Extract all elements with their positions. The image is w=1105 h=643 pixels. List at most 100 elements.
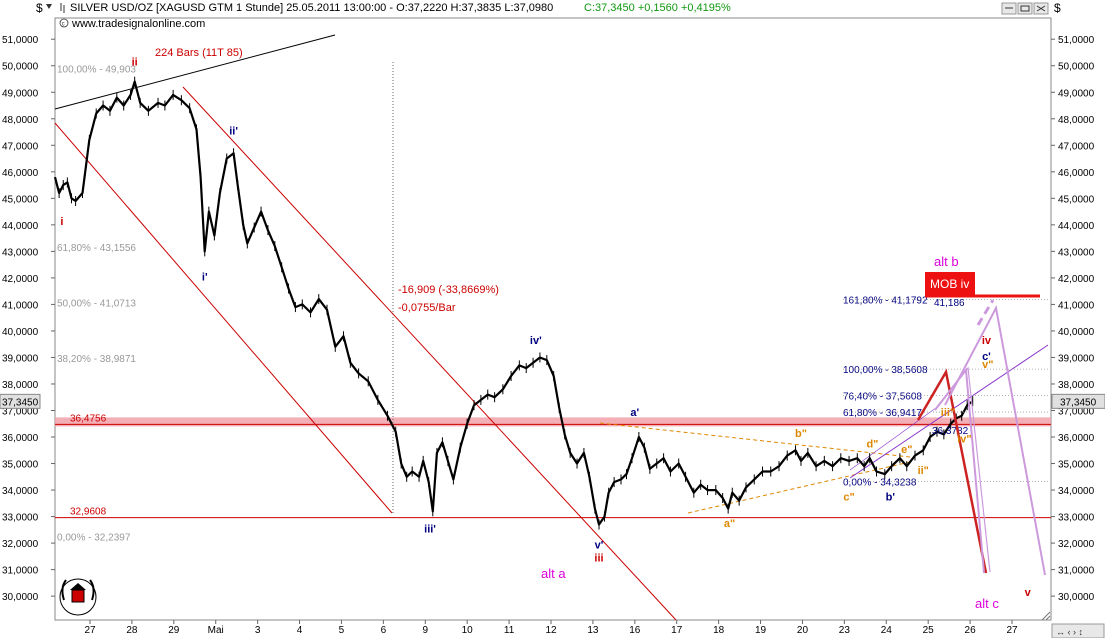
x-tick-label: 27 xyxy=(1006,625,1018,636)
price-series xyxy=(53,76,974,530)
dropdown-icon[interactable] xyxy=(46,4,52,9)
target-label: 36,3782 xyxy=(932,426,969,437)
x-tick-label: 16 xyxy=(629,625,641,636)
laurel-logo-icon xyxy=(59,578,97,616)
y-tick-label-left: 31,0000 xyxy=(2,566,39,577)
y-tick-label-right: 35,0000 xyxy=(1058,460,1095,471)
header-series-icon xyxy=(60,3,65,13)
violet-trendline xyxy=(849,344,1049,479)
y-tick-label-right: 46,0000 xyxy=(1058,168,1095,179)
svg-text:↔ ‹ › ↕: ↔ ‹ › ↕ xyxy=(1056,627,1083,637)
x-tick-label: 12 xyxy=(545,625,557,636)
x-tick-label: 27 xyxy=(84,625,96,636)
x-tick-label: 13 xyxy=(587,625,599,636)
y-tick-label-right: 47,0000 xyxy=(1058,141,1095,152)
channel-upper-line xyxy=(182,86,677,621)
fib-right-label: 100,00% - 38,5608 xyxy=(843,365,928,376)
x-tick-label: 19 xyxy=(755,625,767,636)
scroll-controls[interactable]: ↔ ‹ › ↕ xyxy=(1051,623,1105,639)
y-tick-label-right: 45,0000 xyxy=(1058,194,1095,205)
fib-left-label: 50,00% - 41,0713 xyxy=(57,299,136,310)
y-tick-label-right: 41,0000 xyxy=(1058,300,1095,311)
x-tick-label: 6 xyxy=(381,625,387,636)
copyright-icon: c xyxy=(59,18,69,28)
wave-label: d" xyxy=(866,439,878,451)
window-controls[interactable] xyxy=(1001,2,1049,15)
y-tick-label-right: 31,0000 xyxy=(1058,566,1095,577)
red-projection xyxy=(916,368,988,574)
wave-label: ii' xyxy=(229,126,238,138)
change-annotation: -16,909 (-33,8669%) xyxy=(398,284,499,296)
y-tick-label-right: 30,0000 xyxy=(1058,592,1095,603)
dollar-left: $ xyxy=(36,1,43,15)
wave-label: c' xyxy=(982,351,991,363)
x-tick-label: 20 xyxy=(797,625,809,636)
fib-right-label: 61,80% - 36,9417 xyxy=(843,408,922,419)
wave-label: iv' xyxy=(530,335,542,347)
svg-text:37,3450: 37,3450 xyxy=(1060,397,1097,408)
x-tick-label: 18 xyxy=(713,625,725,636)
fib-right-label: 0,00% - 34,3238 xyxy=(843,477,917,488)
y-tick-label-left: 33,0000 xyxy=(2,513,39,524)
y-axis-right: 51,0000 50,0000 49,0000 48,0000 47,0000 46,00… xyxy=(1051,35,1095,603)
x-axis: 27 28 29 Mai 3 4 5 6 9 10 11 12 13 16 17 18 19 20 23 24 25 26… xyxy=(84,620,1018,636)
dollar-right: $ xyxy=(1054,1,1061,15)
y-tick-label-left: 46,0000 xyxy=(2,168,39,179)
y-tick-label-right: 37,0000 xyxy=(1058,406,1095,417)
y-tick-label-right: 51,0000 xyxy=(1058,35,1095,46)
y-tick-label-left: 39,0000 xyxy=(2,353,39,364)
x-tick-label: 28 xyxy=(126,625,138,636)
channel-lower-line xyxy=(54,122,393,514)
y-tick-label-right: 39,0000 xyxy=(1058,353,1095,364)
wave-label: iv xyxy=(982,335,992,347)
x-tick-label: 4 xyxy=(297,625,303,636)
wave-label: iv" xyxy=(957,433,971,445)
y-tick-label-right: 42,0000 xyxy=(1058,274,1095,285)
upper-trendline xyxy=(54,34,336,110)
y-axis-left: 51,0000 50,0000 49,0000 48,0000 47,0000 46,00… xyxy=(2,35,55,603)
plot-frame xyxy=(54,17,1052,621)
y-tick-label-right: 38,0000 xyxy=(1058,380,1095,391)
y-tick-label-left: 36,0000 xyxy=(2,433,39,444)
wave-label: ii xyxy=(132,57,138,69)
y-tick-label-right: 34,0000 xyxy=(1058,486,1095,497)
website-label: www.tradesignalonline.com xyxy=(71,18,205,30)
resize-grip-icon[interactable] xyxy=(1041,611,1051,621)
y-tick-label-right: 40,0000 xyxy=(1058,327,1095,338)
y-tick-label-left: 30,0000 xyxy=(2,592,39,603)
current-price-box: 37,3450 xyxy=(1051,393,1105,409)
x-tick-label: Mai xyxy=(208,625,224,636)
y-tick-label-left: 43,0000 xyxy=(2,247,39,258)
y-tick-label-left: 49,0000 xyxy=(2,88,39,99)
violet-trendline-short xyxy=(849,404,941,471)
x-tick-label: 10 xyxy=(462,625,474,636)
fib-right-label: 161,80% - 41,1792 xyxy=(843,296,928,307)
support-label: 32,9608 xyxy=(70,507,107,518)
y-tick-label-left: 48,0000 xyxy=(2,115,39,126)
y-tick-label-right: 49,0000 xyxy=(1058,88,1095,99)
x-tick-label: 17 xyxy=(671,625,683,636)
y-tick-label-right: 44,0000 xyxy=(1058,221,1095,232)
resistance-label: 36,4756 xyxy=(70,413,107,424)
per-bar-annotation: -0,0755/Bar xyxy=(398,302,456,314)
y-tick-label-left: 37,0000 xyxy=(2,406,39,417)
alt-c-label: alt c xyxy=(975,596,999,611)
wave-label: iii' xyxy=(424,523,436,535)
orange-triangle-upper xyxy=(599,422,911,458)
y-tick-label-right: 50,0000 xyxy=(1058,62,1095,73)
y-tick-label-left: 50,0000 xyxy=(2,62,39,73)
wave-label: v xyxy=(1025,587,1032,599)
wave-label: a' xyxy=(630,407,639,419)
y-tick-label-left: 42,0000 xyxy=(2,274,39,285)
y-tick-label-left: 51,0000 xyxy=(2,35,39,46)
fib-right-label: 76,40% - 37,5608 xyxy=(843,392,922,403)
x-tick-label: 24 xyxy=(881,625,893,636)
wave-label: v' xyxy=(595,539,604,551)
wave-label: b" xyxy=(795,428,807,440)
fib-left-labels: 100,00% - 49,903 61,80% - 43,1556 50,00% -… xyxy=(57,64,136,543)
wave-label: v" xyxy=(982,359,993,371)
wave-label: i xyxy=(60,216,63,228)
wave-label: ii" xyxy=(918,465,929,477)
wave-label: i' xyxy=(202,272,208,284)
fib-left-label: 0,00% - 32,2397 xyxy=(57,533,131,544)
